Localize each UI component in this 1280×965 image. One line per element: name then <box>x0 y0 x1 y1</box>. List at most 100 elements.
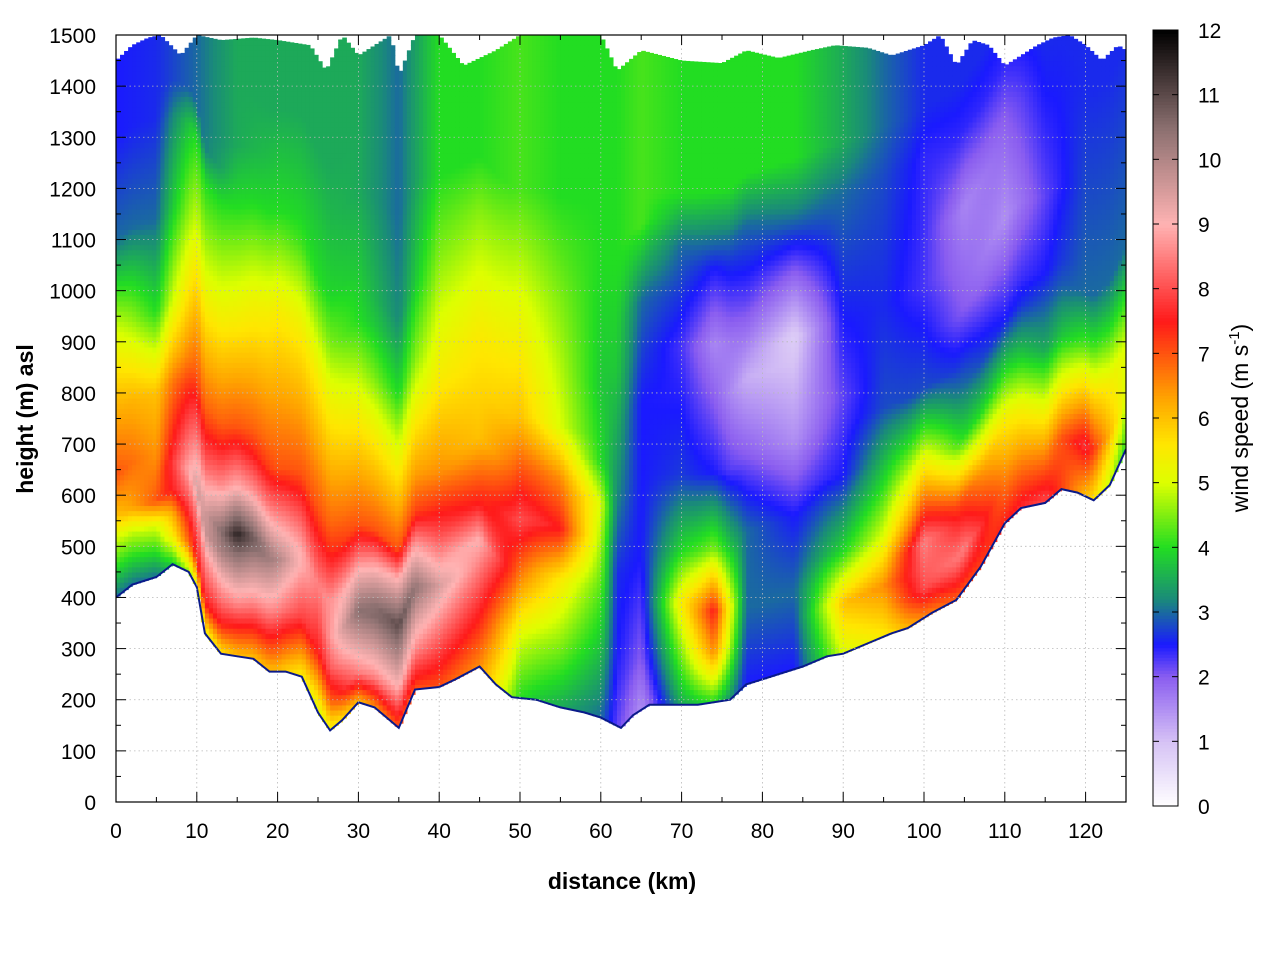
field-cell <box>221 81 226 87</box>
field-cell <box>148 536 153 542</box>
field-cell <box>152 290 157 297</box>
field-cell <box>160 551 166 558</box>
field-cell <box>152 106 157 113</box>
field-cell <box>233 70 238 77</box>
field-cell <box>245 346 250 353</box>
field-cell <box>281 219 287 225</box>
field-cell <box>140 306 145 312</box>
field-cell <box>281 587 287 593</box>
field-cell <box>152 137 157 143</box>
field-cell <box>249 152 254 159</box>
field-cell <box>273 387 279 394</box>
field-cell <box>160 96 166 103</box>
field-cell <box>204 495 210 501</box>
field-cell <box>208 116 214 123</box>
field-cell <box>265 438 271 445</box>
field-cell <box>148 316 153 322</box>
field-cell <box>229 372 234 379</box>
field-cell <box>168 418 174 425</box>
field-cell <box>225 132 230 138</box>
field-cell <box>164 265 170 271</box>
field-cell <box>217 341 222 348</box>
field-cell <box>285 116 291 123</box>
field-cell <box>124 311 129 317</box>
field-cell <box>237 469 242 476</box>
field-cell <box>144 193 149 200</box>
field-cell <box>289 418 295 425</box>
field-cell <box>176 459 182 466</box>
field-cell <box>245 295 250 302</box>
field-cell <box>273 285 279 292</box>
field-cell <box>148 357 153 363</box>
field-cell <box>281 270 287 276</box>
field-cell <box>277 40 283 46</box>
field-cell <box>229 602 234 609</box>
field-cell <box>245 352 250 358</box>
field-cell <box>225 408 230 414</box>
field-cell <box>221 500 226 507</box>
field-cell <box>212 188 218 195</box>
field-cell <box>257 653 263 660</box>
field-cell <box>120 152 125 159</box>
field-cell <box>225 474 230 481</box>
field-cell <box>144 183 149 189</box>
field-cell <box>225 510 230 517</box>
field-cell <box>273 367 279 374</box>
field-cell <box>172 193 178 200</box>
field-cell <box>208 132 214 138</box>
field-cell <box>140 357 145 363</box>
field-cell <box>192 65 198 72</box>
field-cell <box>265 392 271 399</box>
field-cell <box>144 239 149 246</box>
field-cell <box>261 612 267 619</box>
field-cell <box>273 229 279 236</box>
field-cell <box>160 244 166 251</box>
field-cell <box>164 459 170 466</box>
field-cell <box>184 142 190 149</box>
field-cell <box>136 101 141 108</box>
field-cell <box>152 142 157 149</box>
field-cell <box>148 346 153 353</box>
field-cell <box>144 474 149 481</box>
field-cell <box>212 259 218 266</box>
field-cell <box>277 433 283 440</box>
field-cell <box>285 484 291 491</box>
field-cell <box>192 520 198 527</box>
field-cell <box>212 520 218 527</box>
field-cell <box>273 336 279 343</box>
field-cell <box>273 311 279 317</box>
field-cell <box>188 188 194 195</box>
field-cell <box>269 469 275 476</box>
field-cell <box>156 259 162 266</box>
field-cell <box>281 234 287 241</box>
field-cell <box>265 208 271 215</box>
field-cell <box>225 587 230 593</box>
field-cell <box>204 372 210 379</box>
field-cell <box>285 270 291 276</box>
field-cell <box>188 42 194 46</box>
field-cell <box>156 183 162 189</box>
field-cell <box>168 495 174 501</box>
field-cell <box>168 132 174 138</box>
field-cell <box>176 249 182 256</box>
field-cell <box>196 505 202 512</box>
field-cell <box>289 577 295 583</box>
field-cell <box>144 45 149 51</box>
field-cell <box>200 612 206 619</box>
field-cell <box>160 70 166 77</box>
field-cell <box>180 219 186 225</box>
field-cell <box>221 193 226 200</box>
field-cell <box>152 311 157 317</box>
field-cell <box>217 510 222 517</box>
field-cell <box>156 546 162 553</box>
field-cell <box>184 162 190 169</box>
field-cell <box>265 556 271 563</box>
field-cell <box>124 290 129 297</box>
field-cell <box>192 438 198 445</box>
field-cell <box>241 382 246 389</box>
field-cell <box>144 336 149 343</box>
field-cell <box>164 106 170 113</box>
field-cell <box>164 142 170 149</box>
field-cell <box>184 55 190 62</box>
field-cell <box>116 193 121 200</box>
